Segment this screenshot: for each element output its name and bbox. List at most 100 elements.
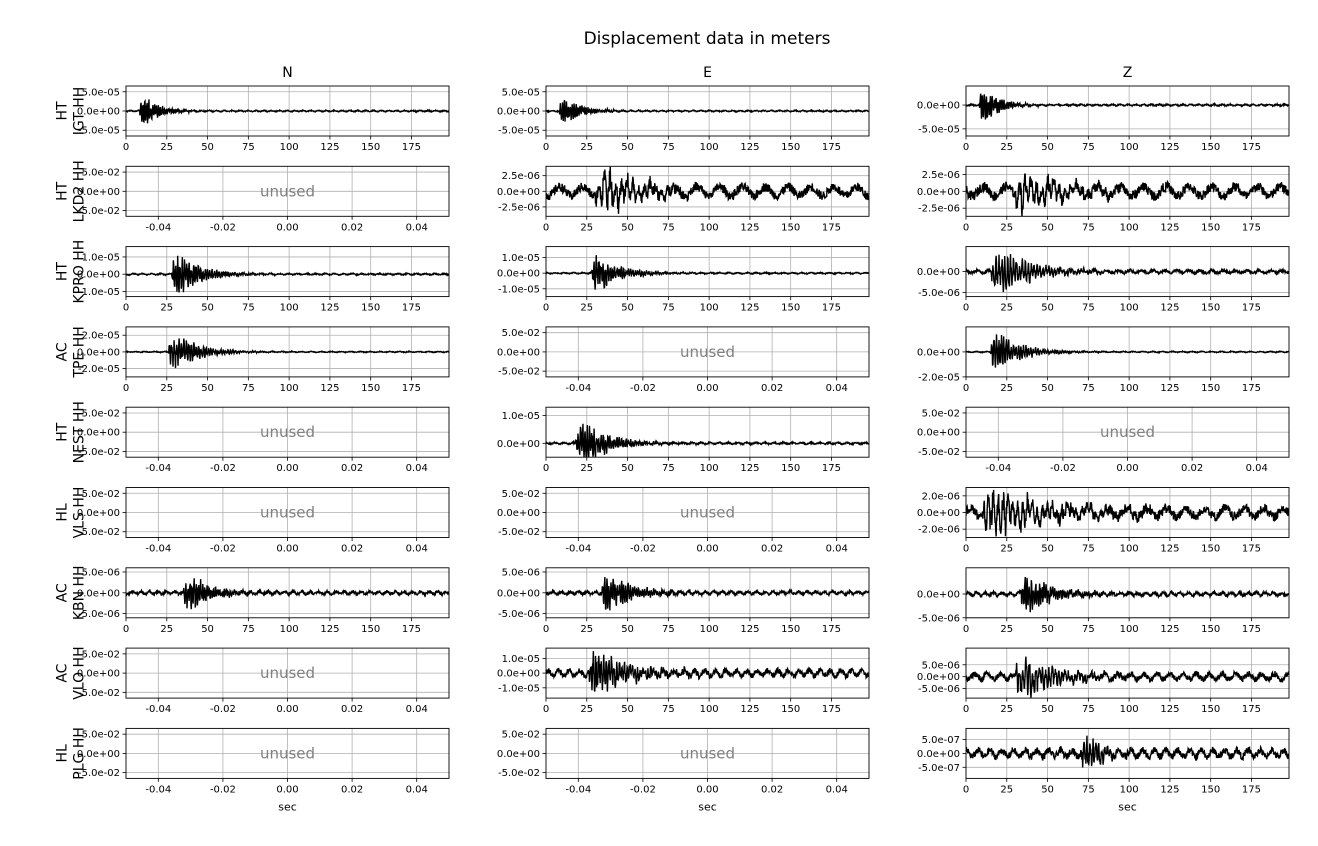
panel: 0 25 50 75 100 125 150 175 2.5e-06 0.0e+00 -2.5e-0… [497, 165, 870, 233]
station-label: AC KBN HH [55, 565, 88, 620]
y-tick-label: -5.0e-02 [498, 367, 540, 378]
y-tick-label: 0.0e+00 [497, 669, 540, 680]
panel: 0 25 50 75 100 125 150 175 1.0e-05 0.0e+00 -1.0e-0… [77, 246, 450, 314]
x-tick-label: 175 [1242, 142, 1261, 153]
y-tick-label: -5.0e-02 [78, 206, 120, 217]
y-tick-label: 5.0e-02 [502, 730, 540, 741]
x-tick-label: 0 [543, 704, 549, 715]
x-tick-label: 125 [740, 303, 759, 314]
panel: -0.04 -0.02 0.00 0.02 0.04 5.0e-02 0.0e+00 -5.0… [77, 406, 450, 474]
x-tick-label: 0 [543, 303, 549, 314]
panel-frame [965, 406, 1290, 458]
x-tick-label: 25 [1000, 142, 1013, 153]
panel-frame [125, 567, 450, 619]
x-tick-label: -0.04 [565, 544, 591, 555]
y-tick-label: 5.0e-05 [502, 87, 540, 98]
x-tick-label: 125 [320, 303, 339, 314]
x-tick-label: 50 [1041, 704, 1054, 715]
station-label: HL VLS HH [55, 487, 88, 539]
x-tick-label: 175 [402, 383, 421, 394]
x-tick-label: 100 [700, 704, 719, 715]
x-tick-label: 150 [1201, 142, 1220, 153]
waveform-trace [126, 338, 449, 369]
panel: 0 25 50 75 100 125 150 175 5.0e-05 0.0e+00 -5.0e-0… [77, 85, 450, 153]
x-tick-label: 0.02 [761, 784, 783, 795]
x-tick-label: 75 [662, 142, 675, 153]
x-tick-label: 0.02 [761, 383, 783, 394]
figure-title: Displacement data in meters [584, 29, 831, 49]
waveform-trace [966, 254, 1289, 293]
x-tick-label: 0.02 [1181, 463, 1203, 474]
x-tick-label: 50 [1041, 383, 1054, 394]
x-tick-label: -0.02 [630, 383, 656, 394]
y-tick-label: -2.0e-06 [918, 525, 960, 536]
x-tick-label: 0.04 [826, 784, 848, 795]
column-header-e: E [703, 65, 712, 81]
x-tick-label: 125 [740, 704, 759, 715]
x-tick-label: 0.02 [341, 222, 363, 233]
x-tick-label: 25 [1000, 383, 1013, 394]
panel-frame [965, 85, 1290, 137]
x-tick-label: 50 [621, 142, 634, 153]
y-tick-label: 0.0e+00 [917, 428, 960, 439]
station-label-line: AC [55, 342, 71, 361]
x-tick-label: 100 [1120, 784, 1139, 795]
x-tick-label: 75 [662, 463, 675, 474]
x-tick-label: 125 [1160, 624, 1179, 635]
x-tick-label: 175 [822, 142, 841, 153]
panel: -0.04 -0.02 0.00 0.02 0.04 5.0e-02 0.0e+00 -5.0… [77, 647, 450, 715]
panel: 0 25 50 75 100 125 150 175 0.0e+00 -2.0e-05 [917, 326, 1290, 394]
y-tick-label: 0.0e+00 [77, 588, 120, 599]
x-tick-label: 175 [1242, 383, 1261, 394]
x-tick-label: 75 [1082, 142, 1095, 153]
x-tick-label: 175 [1242, 624, 1261, 635]
station-label-line: HT [55, 262, 71, 282]
y-tick-label: 0.0e+00 [77, 428, 120, 439]
x-tick-label: 150 [781, 222, 800, 233]
y-tick-label: -2.5e-06 [498, 202, 540, 213]
panel-frame [125, 406, 450, 458]
x-tick-label: 25 [1000, 544, 1013, 555]
panel: -0.04 -0.02 0.00 0.02 0.04 5.0e-02 0.0e+00 -5.0… [77, 727, 450, 813]
x-tick-label: 0.02 [341, 463, 363, 474]
x-tick-label: 50 [1041, 222, 1054, 233]
panel-frame [125, 246, 450, 298]
panel: 0 25 50 75 100 125 150 175 0.0e+00 -5.0e-06 [917, 246, 1290, 314]
x-tick-label: 0.00 [276, 222, 298, 233]
panel-frame [125, 165, 450, 217]
y-tick-label: -5.0e-02 [78, 688, 120, 699]
y-tick-label: -5.0e-02 [78, 527, 120, 538]
panel-frame [545, 727, 870, 779]
x-tick-label: 125 [740, 222, 759, 233]
panel-frame [125, 326, 450, 378]
x-tick-label: 0.04 [406, 222, 428, 233]
waveform-trace [966, 735, 1289, 768]
x-tick-label: 25 [580, 624, 593, 635]
x-tick-label: 50 [201, 142, 214, 153]
waveform-trace [966, 656, 1289, 698]
x-tick-label: -0.04 [145, 544, 171, 555]
waveform-trace [546, 166, 869, 214]
y-tick-label: 2.0e-06 [922, 491, 960, 502]
y-tick-label: 5.0e-02 [82, 408, 120, 419]
panel: -0.04 -0.02 0.00 0.02 0.04 5.0e-02 0.0e+00 -5.0… [77, 165, 450, 233]
unused-label: unused [260, 744, 315, 762]
waveform-trace [546, 99, 869, 122]
x-tick-label: 50 [621, 624, 634, 635]
y-tick-label: 5.0e-02 [502, 328, 540, 339]
y-tick-label: 0.0e+00 [917, 101, 960, 112]
x-tick-label: 50 [201, 303, 214, 314]
panel-frame [965, 326, 1290, 378]
x-tick-label: 0.00 [276, 704, 298, 715]
y-tick-label: 0.0e+00 [497, 508, 540, 519]
x-tick-label: 125 [320, 624, 339, 635]
x-tick-label: 150 [361, 142, 380, 153]
x-tick-label: 150 [361, 624, 380, 635]
x-tick-label: -0.02 [210, 544, 236, 555]
y-tick-label: 5.0e-02 [502, 489, 540, 500]
y-tick-label: 5.0e-05 [82, 87, 120, 98]
waveform-trace [966, 334, 1289, 368]
x-tick-label: 0.00 [696, 544, 718, 555]
station-label-line: VLS HH [72, 487, 88, 539]
x-tick-label: 75 [1082, 784, 1095, 795]
